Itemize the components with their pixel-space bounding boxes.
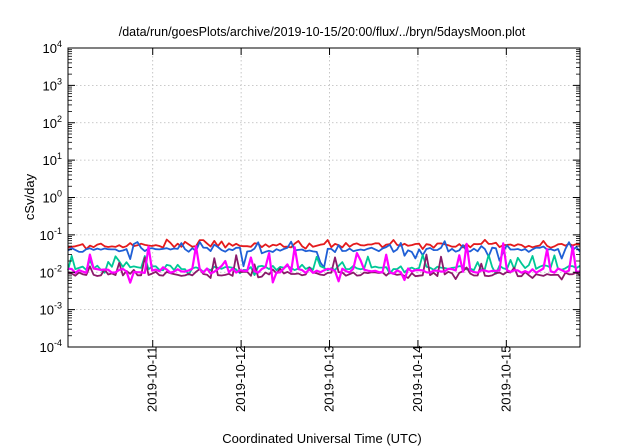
y-axis-label: cSv/day — [22, 173, 37, 220]
series-line — [67, 242, 581, 284]
y-tick-label: 10-1 — [40, 226, 62, 243]
x-tick-label: 2019-10-14 — [410, 346, 425, 413]
series-lines — [67, 238, 581, 284]
x-axis-ticks: 2019-10-11 2019-10-12 2019-10-13 2019-10-14… — [145, 48, 513, 413]
x-tick-label: 2019-10-12 — [233, 346, 248, 413]
y-tick-label: 101 — [43, 151, 62, 168]
series-line — [67, 238, 581, 250]
x-axis-label: Coordinated Universal Time (UTC) — [222, 431, 421, 446]
x-tick-label: 2019-10-11 — [145, 346, 160, 412]
y-axis-ticks: 10-4 10-3 10-2 10-1 100 101 102 103 104 — [40, 39, 580, 355]
y-tick-label: 10-4 — [40, 338, 62, 355]
x-tick-label: 2019-10-15 — [498, 346, 513, 413]
grid-lines — [68, 48, 580, 347]
y-tick-label: 104 — [43, 39, 62, 56]
x-tick-label: 2019-10-13 — [322, 346, 337, 413]
y-tick-label: 100 — [43, 189, 62, 206]
y-tick-label: 10-3 — [40, 301, 62, 318]
y-tick-label: 10-2 — [40, 263, 62, 280]
series-line — [67, 253, 581, 281]
chart-title: /data/run/goesPlots/archive/2019-10-15/2… — [119, 25, 526, 39]
y-tick-label: 102 — [43, 114, 62, 131]
y-tick-label: 103 — [43, 76, 62, 93]
